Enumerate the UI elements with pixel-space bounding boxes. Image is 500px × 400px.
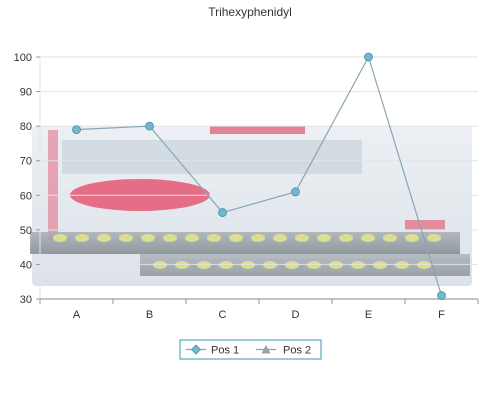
legend: Pos 1 Pos 2 [179,339,322,360]
x-tick-label: A [73,309,81,321]
y-tick-label: 90 [20,87,32,99]
x-tick-label: F [438,309,445,321]
x-tick-label: B [146,309,153,321]
data-point[interactable] [145,121,154,131]
x-tick-label: C [219,309,227,321]
data-point[interactable] [72,125,81,135]
y-tick-label: 100 [14,52,32,64]
chart-title: Trihexyphenidyl [208,5,292,19]
y-tick-label: 30 [20,294,32,306]
y-tick-label: 70 [20,156,32,168]
legend-pos2-label[interactable]: Pos 2 [283,345,311,357]
data-point[interactable] [291,187,300,197]
x-tick-label: E [365,309,372,321]
legend-pos1-marker [190,344,202,355]
x-axis-ticks: A B C D E F [39,299,479,321]
data-point[interactable] [437,291,446,300]
y-tick-label: 50 [20,225,32,237]
y-axis-ticks: 30 40 50 60 70 80 90 100 [14,52,40,306]
grid-lines [39,56,478,299]
y-tick-label: 60 [20,190,32,202]
background-product-image [30,126,472,286]
series-line-1 [76,55,443,296]
x-tick-label: D [292,309,300,321]
y-tick-label: 80 [20,121,32,133]
data-point[interactable] [364,52,373,62]
legend-box [179,339,322,360]
legend-pos1-label[interactable]: Pos 1 [211,345,239,357]
y-tick-label: 40 [20,259,32,271]
data-point[interactable] [218,208,227,217]
series-layer [72,52,446,300]
legend-pos2-marker [261,345,271,354]
